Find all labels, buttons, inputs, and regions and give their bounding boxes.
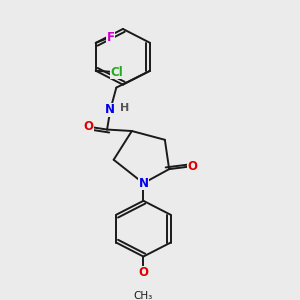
Text: F: F	[106, 31, 115, 44]
Text: CH₃: CH₃	[134, 291, 153, 300]
Text: O: O	[83, 120, 93, 133]
Text: N: N	[105, 103, 116, 116]
Text: H: H	[120, 103, 129, 113]
Text: Cl: Cl	[111, 66, 124, 79]
Text: O: O	[187, 160, 197, 173]
Text: N: N	[138, 177, 148, 190]
Text: O: O	[138, 266, 148, 279]
